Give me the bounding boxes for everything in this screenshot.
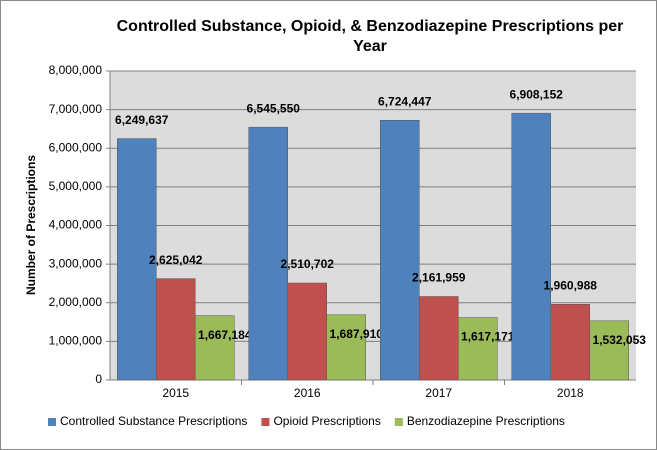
chart-title: Controlled Substance, Opioid, & Benzodia… [116,18,624,55]
y-tick-label: 3,000,000 [49,256,103,270]
value-label: 6,249,637 [115,113,169,127]
y-tick-label: 1,000,000 [49,334,103,348]
bar [458,317,498,381]
bar [380,120,420,381]
bar [550,304,590,381]
bar [117,138,157,381]
y-tick-label: 7,000,000 [49,102,103,116]
y-tick-label: 0 [95,372,102,386]
value-label: 1,532,053 [593,333,647,347]
value-label: 2,161,959 [412,271,466,285]
y-tick-label: 2,000,000 [49,295,103,309]
bar [287,282,327,381]
legend-label: Benzodiazepine Prescriptions [407,414,565,428]
bar [419,296,459,381]
legend-label: Controlled Substance Prescriptions [60,414,247,428]
y-tick-label: 5,000,000 [49,179,103,193]
value-label: 1,667,184 [198,328,252,342]
bar [156,278,196,381]
legend-swatch [394,418,403,426]
bar [195,315,235,381]
value-label: 1,960,988 [544,278,598,292]
y-tick-label: 6,000,000 [49,140,103,154]
value-label: 6,908,152 [510,87,564,101]
y-tick-label: 4,000,000 [49,218,103,232]
bar [589,320,629,381]
value-label: 6,545,550 [247,101,301,115]
bar [326,314,366,381]
x-tick-label: 2018 [557,386,584,400]
x-tick-label: 2016 [294,386,321,400]
value-label: 6,724,447 [378,94,432,108]
value-label: 1,687,910 [330,327,384,341]
bar [511,112,551,381]
y-axis-label: Number of Prescriptions [24,155,38,295]
x-tick-label: 2015 [162,386,189,400]
legend-swatch [261,418,270,426]
x-tick-label: 2017 [425,386,452,400]
value-label: 2,625,042 [149,253,203,267]
legend-label: Opioid Prescriptions [273,414,380,428]
legend-swatch [48,418,56,426]
bar [248,126,288,381]
y-tick-label: 8,000,000 [49,63,103,77]
value-label: 2,510,702 [281,257,335,271]
value-label: 1,617,171 [461,330,515,344]
